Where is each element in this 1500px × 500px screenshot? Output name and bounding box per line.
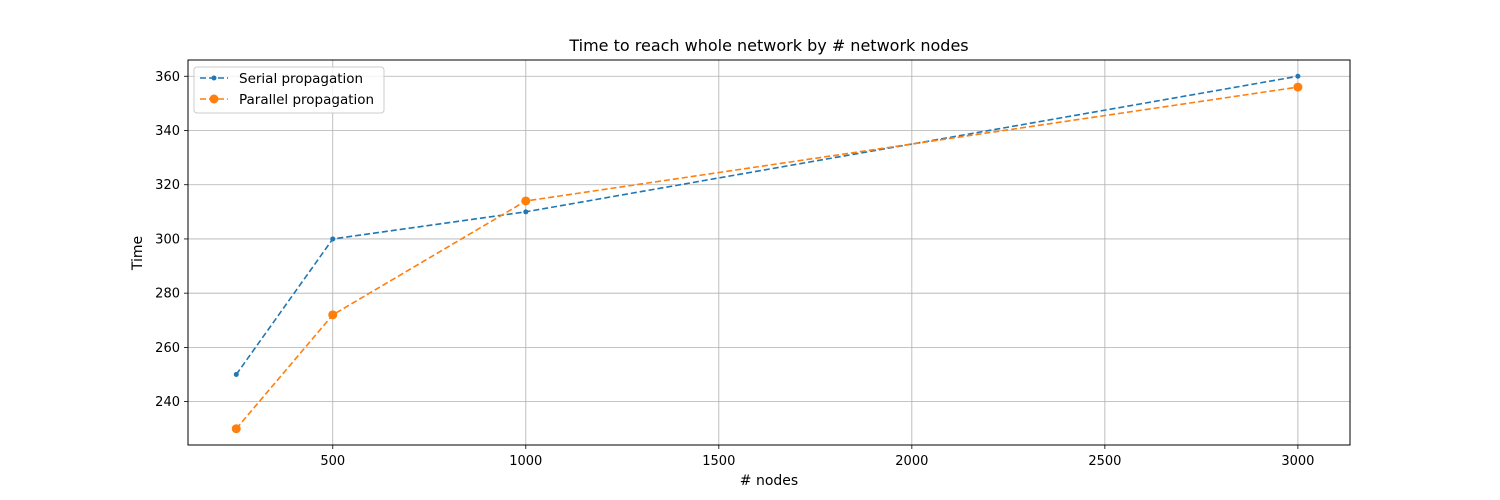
- series-line-parallel: [235, 86, 1299, 430]
- legend-marker-serial: [211, 75, 217, 81]
- plot-area: [188, 60, 1350, 445]
- series-line-serial: [235, 75, 1299, 375]
- data-point-parallel: [231, 424, 241, 434]
- x-tick-label: 1500: [702, 454, 735, 469]
- legend-item-serial: Serial propagation: [200, 71, 363, 87]
- x-tick-label: 3000: [1281, 454, 1314, 469]
- y-tick-label: 300: [155, 232, 180, 247]
- grid-lines: [188, 60, 1350, 445]
- data-point-serial: [523, 209, 529, 215]
- y-axis-label: Time: [130, 236, 146, 271]
- y-tick-label: 320: [155, 178, 180, 193]
- plot-frame: [187, 59, 1351, 446]
- y-tick-label: 240: [155, 395, 180, 410]
- data-point-parallel: [328, 310, 338, 320]
- chart-title: Time to reach whole network by # network…: [568, 36, 968, 55]
- series-layer: [231, 73, 1303, 434]
- legend-label-parallel: Parallel propagation: [239, 92, 374, 108]
- series-parallel: [231, 82, 1303, 434]
- x-axis-label: # nodes: [740, 473, 798, 489]
- legend-item-parallel: Parallel propagation: [200, 92, 374, 108]
- series-serial: [233, 73, 1301, 378]
- legend-marker-parallel: [209, 94, 219, 104]
- legend-label-serial: Serial propagation: [239, 71, 363, 87]
- legend-box: [193, 66, 385, 114]
- axis-ticks: 500 1000 1500 2000 2500 3000 240 260 280 300 320 34…: [155, 70, 1314, 469]
- data-point-parallel: [521, 196, 531, 206]
- x-tick-label: 500: [320, 454, 345, 469]
- data-point-parallel: [1293, 82, 1303, 92]
- x-tick-label: 2000: [895, 454, 928, 469]
- data-point-serial: [233, 372, 239, 378]
- data-point-serial: [330, 236, 336, 242]
- y-tick-label: 280: [155, 287, 180, 302]
- x-tick-label: 2500: [1088, 454, 1121, 469]
- y-tick-label: 340: [155, 124, 180, 139]
- legend: Serial propagation Parallel propagation: [193, 66, 385, 114]
- y-tick-label: 360: [155, 70, 180, 85]
- data-point-serial: [1295, 73, 1301, 79]
- x-tick-label: 1000: [509, 454, 542, 469]
- y-tick-label: 260: [155, 341, 180, 356]
